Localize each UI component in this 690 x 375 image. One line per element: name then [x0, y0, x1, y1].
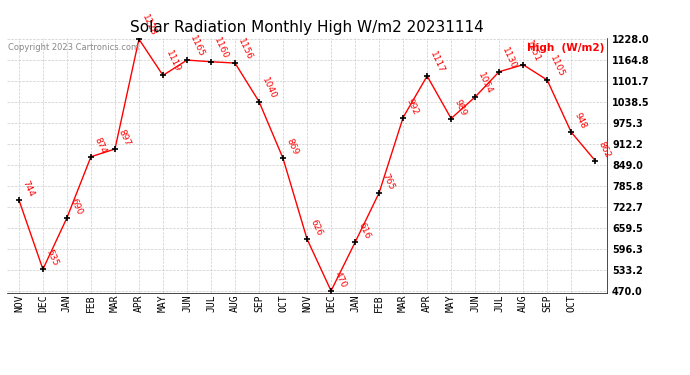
Text: 1105: 1105 [549, 54, 566, 79]
Text: 744: 744 [20, 179, 36, 198]
Text: 862: 862 [597, 140, 612, 159]
Text: 1160: 1160 [213, 36, 230, 60]
Text: 535: 535 [44, 248, 60, 268]
Text: 1119: 1119 [164, 50, 182, 74]
Text: 897: 897 [117, 128, 132, 148]
Text: 1117: 1117 [428, 50, 446, 75]
Text: 1151: 1151 [524, 39, 542, 63]
Text: 1165: 1165 [188, 34, 206, 59]
Text: 1130: 1130 [500, 46, 518, 70]
Text: High  (W/m2): High (W/m2) [527, 43, 604, 52]
Text: 948: 948 [573, 111, 588, 131]
Text: 616: 616 [357, 222, 372, 241]
Text: 1040: 1040 [260, 76, 278, 100]
Text: 1228: 1228 [140, 13, 158, 38]
Text: 1156: 1156 [237, 37, 255, 62]
Text: 626: 626 [308, 218, 324, 238]
Text: 765: 765 [380, 172, 396, 192]
Text: Copyright 2023 Cartronics.com: Copyright 2023 Cartronics.com [8, 43, 139, 52]
Text: 869: 869 [284, 138, 300, 157]
Text: 690: 690 [68, 197, 83, 216]
Text: 470: 470 [333, 270, 348, 290]
Text: 1054: 1054 [477, 71, 494, 96]
Text: 992: 992 [404, 97, 420, 116]
Text: 874: 874 [92, 136, 108, 155]
Title: Solar Radiation Monthly High W/m2 20231114: Solar Radiation Monthly High W/m2 202311… [130, 20, 484, 35]
Text: 989: 989 [453, 98, 468, 117]
